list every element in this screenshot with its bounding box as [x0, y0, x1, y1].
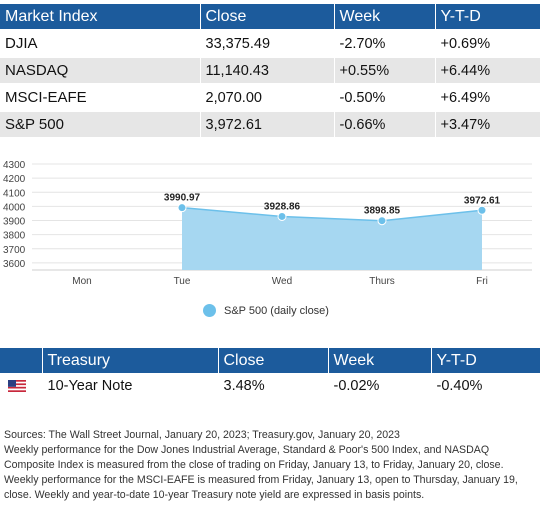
index-week: +0.55% — [334, 56, 436, 84]
area-fill — [182, 207, 482, 270]
data-label: 3898.85 — [364, 206, 401, 217]
index-name: NASDAQ — [0, 56, 201, 84]
sources-line: Weekly performance for the Dow Jones Ind… — [4, 444, 490, 456]
data-label: 3928.86 — [264, 201, 301, 212]
treasury-week: -0.02% — [328, 373, 432, 399]
x-tick-label: Tue — [174, 276, 191, 287]
header-close: Close — [218, 348, 329, 373]
y-tick-label: 3700 — [3, 245, 26, 256]
data-point — [477, 205, 487, 215]
header-week: Week — [334, 4, 436, 30]
market-table-header: Market Index Close Week Y-T-D — [0, 4, 540, 30]
chart-legend: S&P 500 (daily close) — [203, 304, 329, 317]
index-week: -0.66% — [334, 110, 436, 137]
y-tick-label: 4000 — [3, 202, 26, 213]
index-ytd: +6.44% — [435, 56, 540, 84]
index-name: MSCI-EAFE — [0, 83, 201, 111]
table-row: 10-Year Note 3.48% -0.02% -0.40% — [0, 373, 540, 399]
y-tick-label: 3600 — [3, 259, 26, 270]
legend-label: S&P 500 (daily close) — [224, 304, 329, 317]
index-name: S&P 500 — [0, 110, 201, 137]
index-name: DJIA — [0, 29, 201, 57]
data-label: 3972.61 — [464, 195, 501, 206]
header-close: Close — [200, 4, 335, 30]
data-label: 3990.97 — [164, 193, 201, 204]
header-week: Week — [328, 348, 432, 373]
treasury-name: 10-Year Note — [42, 373, 219, 399]
data-point — [277, 211, 287, 221]
table-row: DJIA 33,375.49 -2.70% +0.69% — [0, 29, 540, 57]
index-ytd: +6.49% — [435, 83, 540, 111]
series-line — [181, 206, 483, 222]
index-close: 2,070.00 — [200, 83, 335, 111]
index-week: -2.70% — [334, 29, 436, 57]
header-treasury: Treasury — [42, 348, 219, 373]
x-tick-label: Wed — [272, 276, 292, 287]
index-ytd: +3.47% — [435, 110, 540, 137]
y-tick-label: 3800 — [3, 231, 26, 242]
sources-line: Sources: The Wall Street Journal, Januar… — [4, 429, 400, 441]
sources-line: close. Weekly and year-to-date 10-year T… — [4, 489, 425, 501]
us-flag-icon — [8, 380, 26, 393]
legend-marker — [203, 304, 216, 317]
data-point — [177, 203, 187, 213]
x-tick-label: Thurs — [369, 276, 395, 287]
header-ytd: Y-T-D — [431, 348, 540, 373]
treasury-ytd: -0.40% — [436, 378, 483, 394]
sources-line: Weekly performance for the MSCI-EAFE is … — [4, 474, 518, 486]
treasury-table-header: Treasury Close Week Y-T-D — [0, 348, 540, 373]
index-close: 33,375.49 — [200, 29, 335, 57]
x-tick-label: Mon — [72, 276, 91, 287]
flag-cell — [0, 373, 43, 399]
header-flag — [0, 348, 43, 373]
y-tick-label: 3900 — [3, 217, 26, 228]
index-close: 3,972.61 — [200, 110, 335, 137]
index-ytd: +0.69% — [435, 29, 540, 57]
table-row: MSCI-EAFE 2,070.00 -0.50% +6.49% — [0, 83, 540, 111]
market-index-table: Market Index Close Week Y-T-D DJIA 33,37… — [0, 4, 540, 137]
data-point — [377, 216, 387, 226]
y-tick-label: 4100 — [3, 188, 26, 199]
table-row: S&P 500 3,972.61 -0.66% +3.47% — [0, 110, 540, 137]
sp500-chart: 3600 3700 3800 3900 4000 4100 4200 4300 3990.97 3… — [3, 160, 532, 287]
table-row: NASDAQ 11,140.43 +0.55% +6.44% — [0, 56, 540, 84]
treasury-table: Treasury Close Week Y-T-D 10-Year Note 3… — [0, 348, 540, 399]
x-tick-label: Fri — [476, 276, 488, 287]
treasury-close: 3.48% — [218, 373, 329, 399]
header-market-index: Market Index — [0, 4, 201, 30]
index-week: -0.50% — [334, 83, 436, 111]
sources-line: Composite Index is measured from the clo… — [4, 459, 504, 471]
y-tick-label: 4200 — [3, 174, 26, 185]
y-tick-label: 4300 — [3, 160, 26, 171]
index-close: 11,140.43 — [200, 56, 335, 84]
sources-note: Sources: The Wall Street Journal, Januar… — [4, 428, 538, 503]
header-ytd: Y-T-D — [435, 4, 540, 30]
